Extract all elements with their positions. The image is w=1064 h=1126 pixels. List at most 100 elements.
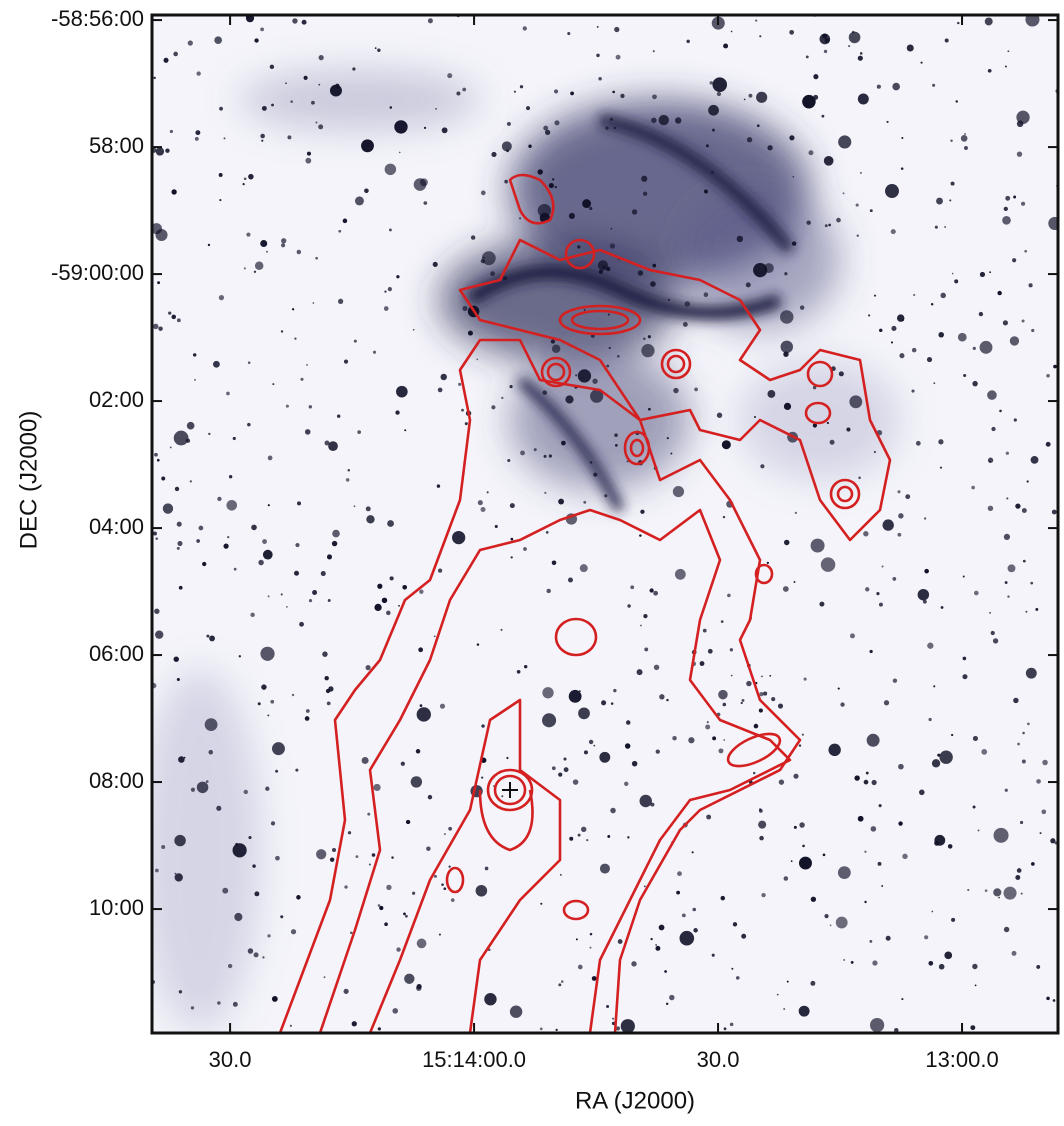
star	[272, 383, 275, 386]
star	[625, 720, 631, 725]
star	[304, 716, 310, 721]
star	[554, 120, 560, 126]
star	[551, 560, 557, 566]
star	[558, 983, 562, 987]
star	[944, 226, 946, 228]
star	[329, 857, 335, 862]
star	[226, 499, 238, 511]
star	[992, 638, 999, 644]
star	[865, 587, 870, 592]
star	[971, 485, 975, 490]
star	[491, 405, 496, 410]
star	[855, 203, 859, 207]
star	[1046, 373, 1050, 378]
star	[248, 835, 252, 840]
star	[510, 556, 513, 559]
star	[343, 988, 349, 994]
star	[924, 935, 929, 940]
star	[799, 305, 805, 310]
star	[223, 137, 226, 140]
contour	[570, 309, 630, 331]
star	[187, 40, 193, 46]
star	[523, 547, 527, 551]
star	[386, 610, 391, 616]
contour	[445, 866, 465, 894]
star	[593, 744, 596, 747]
star	[347, 468, 351, 472]
star	[260, 646, 275, 661]
star	[357, 430, 362, 434]
star	[974, 984, 977, 987]
star	[396, 947, 401, 952]
star	[639, 794, 652, 808]
star	[558, 772, 563, 777]
star	[767, 145, 773, 151]
star	[331, 540, 338, 547]
star	[353, 339, 357, 343]
star	[694, 387, 698, 392]
star	[810, 980, 816, 986]
star	[217, 1001, 221, 1005]
contour	[486, 768, 534, 812]
star	[723, 739, 726, 741]
star	[168, 311, 172, 315]
star	[885, 184, 899, 198]
star	[374, 603, 382, 612]
star	[631, 760, 638, 767]
star	[219, 106, 223, 111]
star	[480, 258, 486, 264]
star	[254, 38, 259, 43]
star	[664, 970, 667, 973]
star	[716, 91, 722, 97]
star	[332, 848, 337, 853]
star	[898, 821, 903, 826]
star	[730, 30, 733, 33]
star	[755, 19, 758, 22]
star	[1045, 441, 1051, 447]
star	[681, 913, 686, 918]
star	[938, 963, 945, 970]
star	[759, 835, 764, 841]
star	[810, 538, 825, 553]
star	[759, 35, 762, 38]
star	[174, 873, 183, 882]
star	[423, 126, 427, 130]
star	[613, 126, 616, 129]
star	[933, 382, 936, 385]
star	[711, 953, 715, 957]
star	[842, 192, 845, 195]
star	[480, 190, 486, 196]
star	[490, 271, 496, 277]
star	[548, 183, 554, 189]
star	[793, 773, 799, 779]
star	[320, 571, 326, 577]
star	[593, 472, 598, 477]
star	[979, 340, 993, 354]
star	[639, 534, 642, 537]
star	[748, 93, 753, 98]
star	[153, 76, 156, 80]
star	[506, 121, 511, 126]
star	[332, 529, 340, 538]
star	[930, 303, 934, 306]
star	[766, 561, 769, 565]
star	[984, 889, 988, 893]
star	[238, 655, 242, 658]
contours	[278, 173, 892, 1033]
star	[262, 956, 265, 959]
star	[758, 808, 763, 813]
star	[642, 191, 648, 196]
star	[318, 55, 324, 61]
star	[601, 700, 607, 706]
star	[1036, 779, 1041, 784]
star	[583, 309, 586, 311]
star	[366, 515, 375, 524]
star	[398, 151, 401, 154]
star	[387, 520, 394, 527]
star	[194, 378, 196, 381]
star	[227, 963, 233, 969]
star	[824, 914, 829, 919]
star	[176, 677, 180, 682]
star	[859, 52, 863, 55]
contour	[540, 356, 572, 388]
